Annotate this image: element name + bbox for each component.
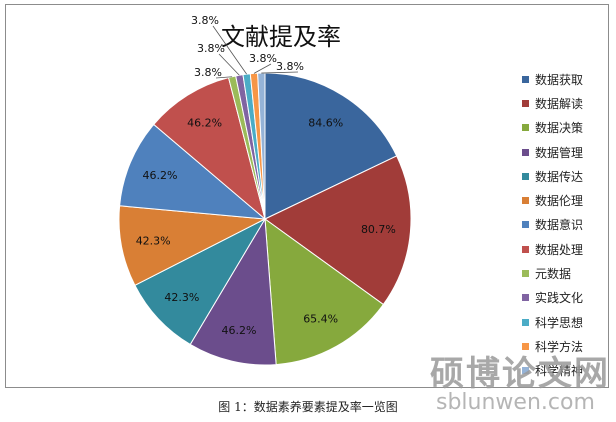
legend-label-1: 数据获取: [535, 72, 584, 87]
legend-swatch-4: [522, 148, 529, 156]
data-label-12: 3.8%: [249, 52, 277, 65]
leader-line-11: [212, 25, 247, 75]
data-label-11: 3.8%: [191, 14, 219, 27]
legend-swatch-6: [522, 197, 529, 205]
legend-label-10: 实践文化: [535, 291, 584, 306]
data-label-8: 46.2%: [187, 116, 222, 129]
data-label-4: 46.2%: [222, 324, 257, 337]
watermark-chinese: 硕博论文网: [430, 354, 610, 394]
legend-label-11: 科学思想: [535, 315, 584, 330]
legend-label-8: 数据处理: [535, 242, 584, 257]
leader-line-12: [253, 63, 272, 74]
data-label-13: 3.8%: [276, 60, 304, 73]
data-label-5: 42.3%: [164, 291, 199, 304]
legend-swatch-2: [522, 99, 529, 107]
legend-swatch-8: [522, 245, 529, 253]
legend-item-7: 数据意识: [522, 213, 612, 237]
data-label-7: 46.2%: [143, 169, 178, 182]
legend: 数据获取数据解读数据决策数据管理数据传达数据伦理数据意识数据处理元数据实践文化科…: [522, 67, 612, 383]
legend-swatch-5: [522, 172, 529, 180]
watermark: 硕博论文网 sblunwen.com: [430, 346, 608, 416]
pie-slice-2: [264, 155, 412, 306]
legend-label-3: 数据决策: [535, 121, 584, 136]
legend-item-4: 数据管理: [522, 140, 612, 164]
legend-item-1: 数据获取: [522, 67, 612, 91]
leader-line-10: [218, 53, 240, 76]
legend-item-9: 元数据: [522, 261, 612, 285]
legend-label-12: 科学方法: [535, 339, 584, 354]
legend-item-11: 科学思想: [522, 310, 612, 334]
legend-label-4: 数据管理: [535, 145, 584, 160]
leader-line-9: [215, 76, 233, 79]
pie-chart: 84.6% 80.7% 65.4% 46.2% 42.3% 42.3% 46.2% 46.2%…: [118, 14, 412, 366]
legend-label-5: 数据传达: [535, 169, 584, 184]
data-label-6: 42.3%: [136, 235, 171, 248]
chart-title: 文献提及率: [221, 23, 341, 51]
data-label-3: 65.4%: [303, 312, 338, 325]
legend-item-5: 数据传达: [522, 164, 612, 188]
pie-slice-3: [264, 217, 385, 366]
legend-swatch-1: [522, 75, 529, 83]
legend-swatch-9: [522, 270, 529, 278]
legend-label-7: 数据意识: [535, 218, 584, 233]
legend-label-2: 数据解读: [535, 96, 584, 111]
legend-item-8: 数据处理: [522, 237, 612, 261]
legend-swatch-3: [522, 124, 529, 132]
legend-label-9: 元数据: [535, 267, 572, 282]
legend-swatch-7: [522, 221, 529, 229]
legend-swatch-11: [522, 318, 529, 326]
data-label-1: 84.6%: [308, 117, 343, 130]
pie-slice-6: [118, 205, 267, 286]
chart-frame: 文献提及率 84.6% 80.7% 65.4% 46.2% 42.3% 42.3% 46.2…: [5, 4, 609, 388]
legend-item-6: 数据伦理: [522, 188, 612, 212]
legend-label-6: 数据伦理: [535, 194, 584, 209]
legend-label-13: 科学精神: [535, 364, 584, 379]
data-label-10: 3.8%: [197, 42, 225, 55]
legend-item-10: 实践文化: [522, 286, 612, 310]
legend-item-3: 数据决策: [522, 116, 612, 140]
pie-slice-7: [119, 123, 267, 220]
legend-swatch-12: [522, 342, 529, 350]
legend-item-2: 数据解读: [522, 91, 612, 115]
legend-swatch-13: [522, 367, 529, 375]
pie-slice-4: [189, 217, 277, 366]
data-label-2: 80.7%: [361, 223, 396, 236]
watermark-english: sblunwen.com: [436, 390, 595, 415]
figure-caption: 图 1：数据素养要素提及率一览图: [218, 400, 398, 414]
legend-swatch-10: [522, 294, 529, 302]
leader-line-13: [261, 71, 299, 74]
pie-slice-5: [134, 217, 267, 346]
legend-item-12: 科学方法: [522, 334, 612, 358]
legend-item-13: 科学精神: [522, 359, 612, 383]
pie-slice-1: [264, 72, 398, 220]
data-label-9: 3.8%: [194, 66, 222, 79]
